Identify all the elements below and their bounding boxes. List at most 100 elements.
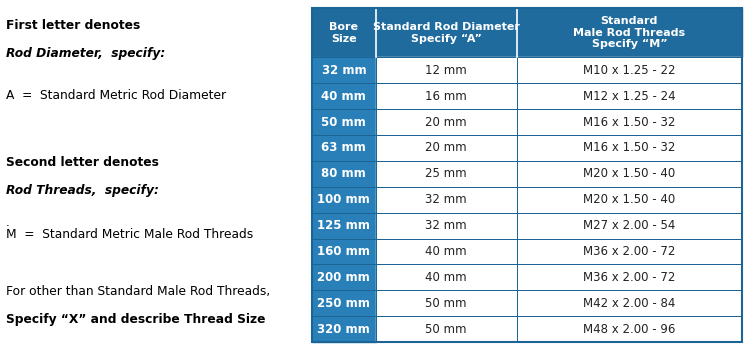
Bar [376, 238, 517, 264]
Text: .: . [6, 216, 10, 229]
Bar [376, 213, 517, 238]
Bar [312, 135, 376, 161]
Bar [312, 161, 376, 187]
Bar [376, 135, 517, 161]
Bar [517, 135, 742, 161]
Text: 80 mm: 80 mm [322, 167, 366, 180]
Bar [312, 135, 376, 161]
Bar [517, 135, 742, 161]
Bar [312, 290, 376, 316]
Bar [517, 83, 742, 109]
Bar [376, 109, 517, 135]
Bar [376, 290, 517, 316]
Bar [517, 109, 742, 135]
Bar [312, 83, 376, 109]
Text: 20 mm: 20 mm [425, 116, 467, 128]
Bar [376, 316, 517, 342]
Bar [517, 238, 742, 264]
Text: M27 x 2.00 - 54: M27 x 2.00 - 54 [584, 219, 676, 232]
Bar [376, 238, 517, 264]
Bar [376, 57, 517, 83]
Text: 320 mm: 320 mm [317, 323, 370, 336]
Bar [312, 316, 376, 342]
Bar [376, 161, 517, 187]
Bar [376, 187, 517, 213]
Bar [517, 83, 742, 109]
Text: Second letter denotes: Second letter denotes [6, 156, 159, 169]
Bar [312, 316, 376, 342]
Text: 50 mm: 50 mm [425, 297, 467, 310]
Text: M12 x 1.25 - 24: M12 x 1.25 - 24 [583, 90, 676, 103]
Bar [312, 8, 376, 57]
Text: 50 mm: 50 mm [322, 116, 366, 128]
Bar [312, 187, 376, 213]
Text: 32 mm: 32 mm [425, 219, 467, 232]
Bar [517, 187, 742, 213]
Bar [517, 213, 742, 238]
Bar [517, 161, 742, 187]
Text: 16 mm: 16 mm [425, 90, 467, 103]
Bar [517, 290, 742, 316]
Bar [312, 238, 376, 264]
Bar [517, 316, 742, 342]
Bar [517, 213, 742, 238]
Bar [517, 57, 742, 83]
Bar [376, 264, 517, 290]
Bar [376, 83, 517, 109]
Bar [312, 238, 376, 264]
Bar [517, 187, 742, 213]
Bar [376, 213, 517, 238]
Text: First letter denotes: First letter denotes [6, 19, 140, 32]
Bar [517, 8, 742, 57]
Text: Rod Diameter,  specify:: Rod Diameter, specify: [6, 47, 165, 60]
Bar [517, 161, 742, 187]
Bar [312, 8, 742, 342]
Text: M20 x 1.50 - 40: M20 x 1.50 - 40 [584, 167, 676, 180]
Text: Standard
Male Rod Threads
Specify “M”: Standard Male Rod Threads Specify “M” [573, 16, 686, 49]
Bar [376, 316, 517, 342]
Text: M20 x 1.50 - 40: M20 x 1.50 - 40 [584, 193, 676, 206]
Text: Specify “X” and describe Thread Size: Specify “X” and describe Thread Size [6, 313, 266, 326]
Bar [517, 238, 742, 264]
Bar [517, 264, 742, 290]
Text: M16 x 1.50 - 32: M16 x 1.50 - 32 [584, 116, 676, 128]
Text: M  =  Standard Metric Male Rod Threads: M = Standard Metric Male Rod Threads [6, 228, 254, 240]
Bar [312, 264, 376, 290]
Text: 250 mm: 250 mm [317, 297, 370, 310]
Text: M36 x 2.00 - 72: M36 x 2.00 - 72 [584, 271, 676, 284]
Text: 50 mm: 50 mm [425, 323, 467, 336]
Bar [517, 57, 742, 83]
Text: 20 mm: 20 mm [425, 141, 467, 154]
Text: 40 mm: 40 mm [425, 271, 467, 284]
Bar [517, 316, 742, 342]
Text: Bore
Size: Bore Size [329, 22, 358, 43]
Text: 32 mm: 32 mm [322, 64, 366, 77]
Bar [312, 264, 376, 290]
Bar [312, 161, 376, 187]
Bar [517, 109, 742, 135]
Text: 125 mm: 125 mm [317, 219, 370, 232]
Text: 12 mm: 12 mm [425, 64, 467, 77]
Bar [376, 83, 517, 109]
Bar [517, 264, 742, 290]
Text: M16 x 1.50 - 32: M16 x 1.50 - 32 [584, 141, 676, 154]
Bar [376, 290, 517, 316]
Bar [312, 57, 376, 83]
Bar [312, 109, 376, 135]
Text: M10 x 1.25 - 22: M10 x 1.25 - 22 [583, 64, 676, 77]
Bar [376, 8, 517, 57]
Text: 160 mm: 160 mm [317, 245, 370, 258]
Bar [376, 187, 517, 213]
Bar [376, 109, 517, 135]
Text: M42 x 2.00 - 84: M42 x 2.00 - 84 [584, 297, 676, 310]
Bar [517, 290, 742, 316]
Text: M36 x 2.00 - 72: M36 x 2.00 - 72 [584, 245, 676, 258]
Text: M48 x 2.00 - 96: M48 x 2.00 - 96 [584, 323, 676, 336]
Bar [312, 290, 376, 316]
Text: A  =  Standard Metric Rod Diameter: A = Standard Metric Rod Diameter [6, 89, 226, 102]
Bar [312, 57, 376, 83]
Text: 40 mm: 40 mm [322, 90, 366, 103]
Bar [312, 213, 376, 238]
Bar [376, 161, 517, 187]
Text: Rod Threads,  specify:: Rod Threads, specify: [6, 184, 159, 197]
